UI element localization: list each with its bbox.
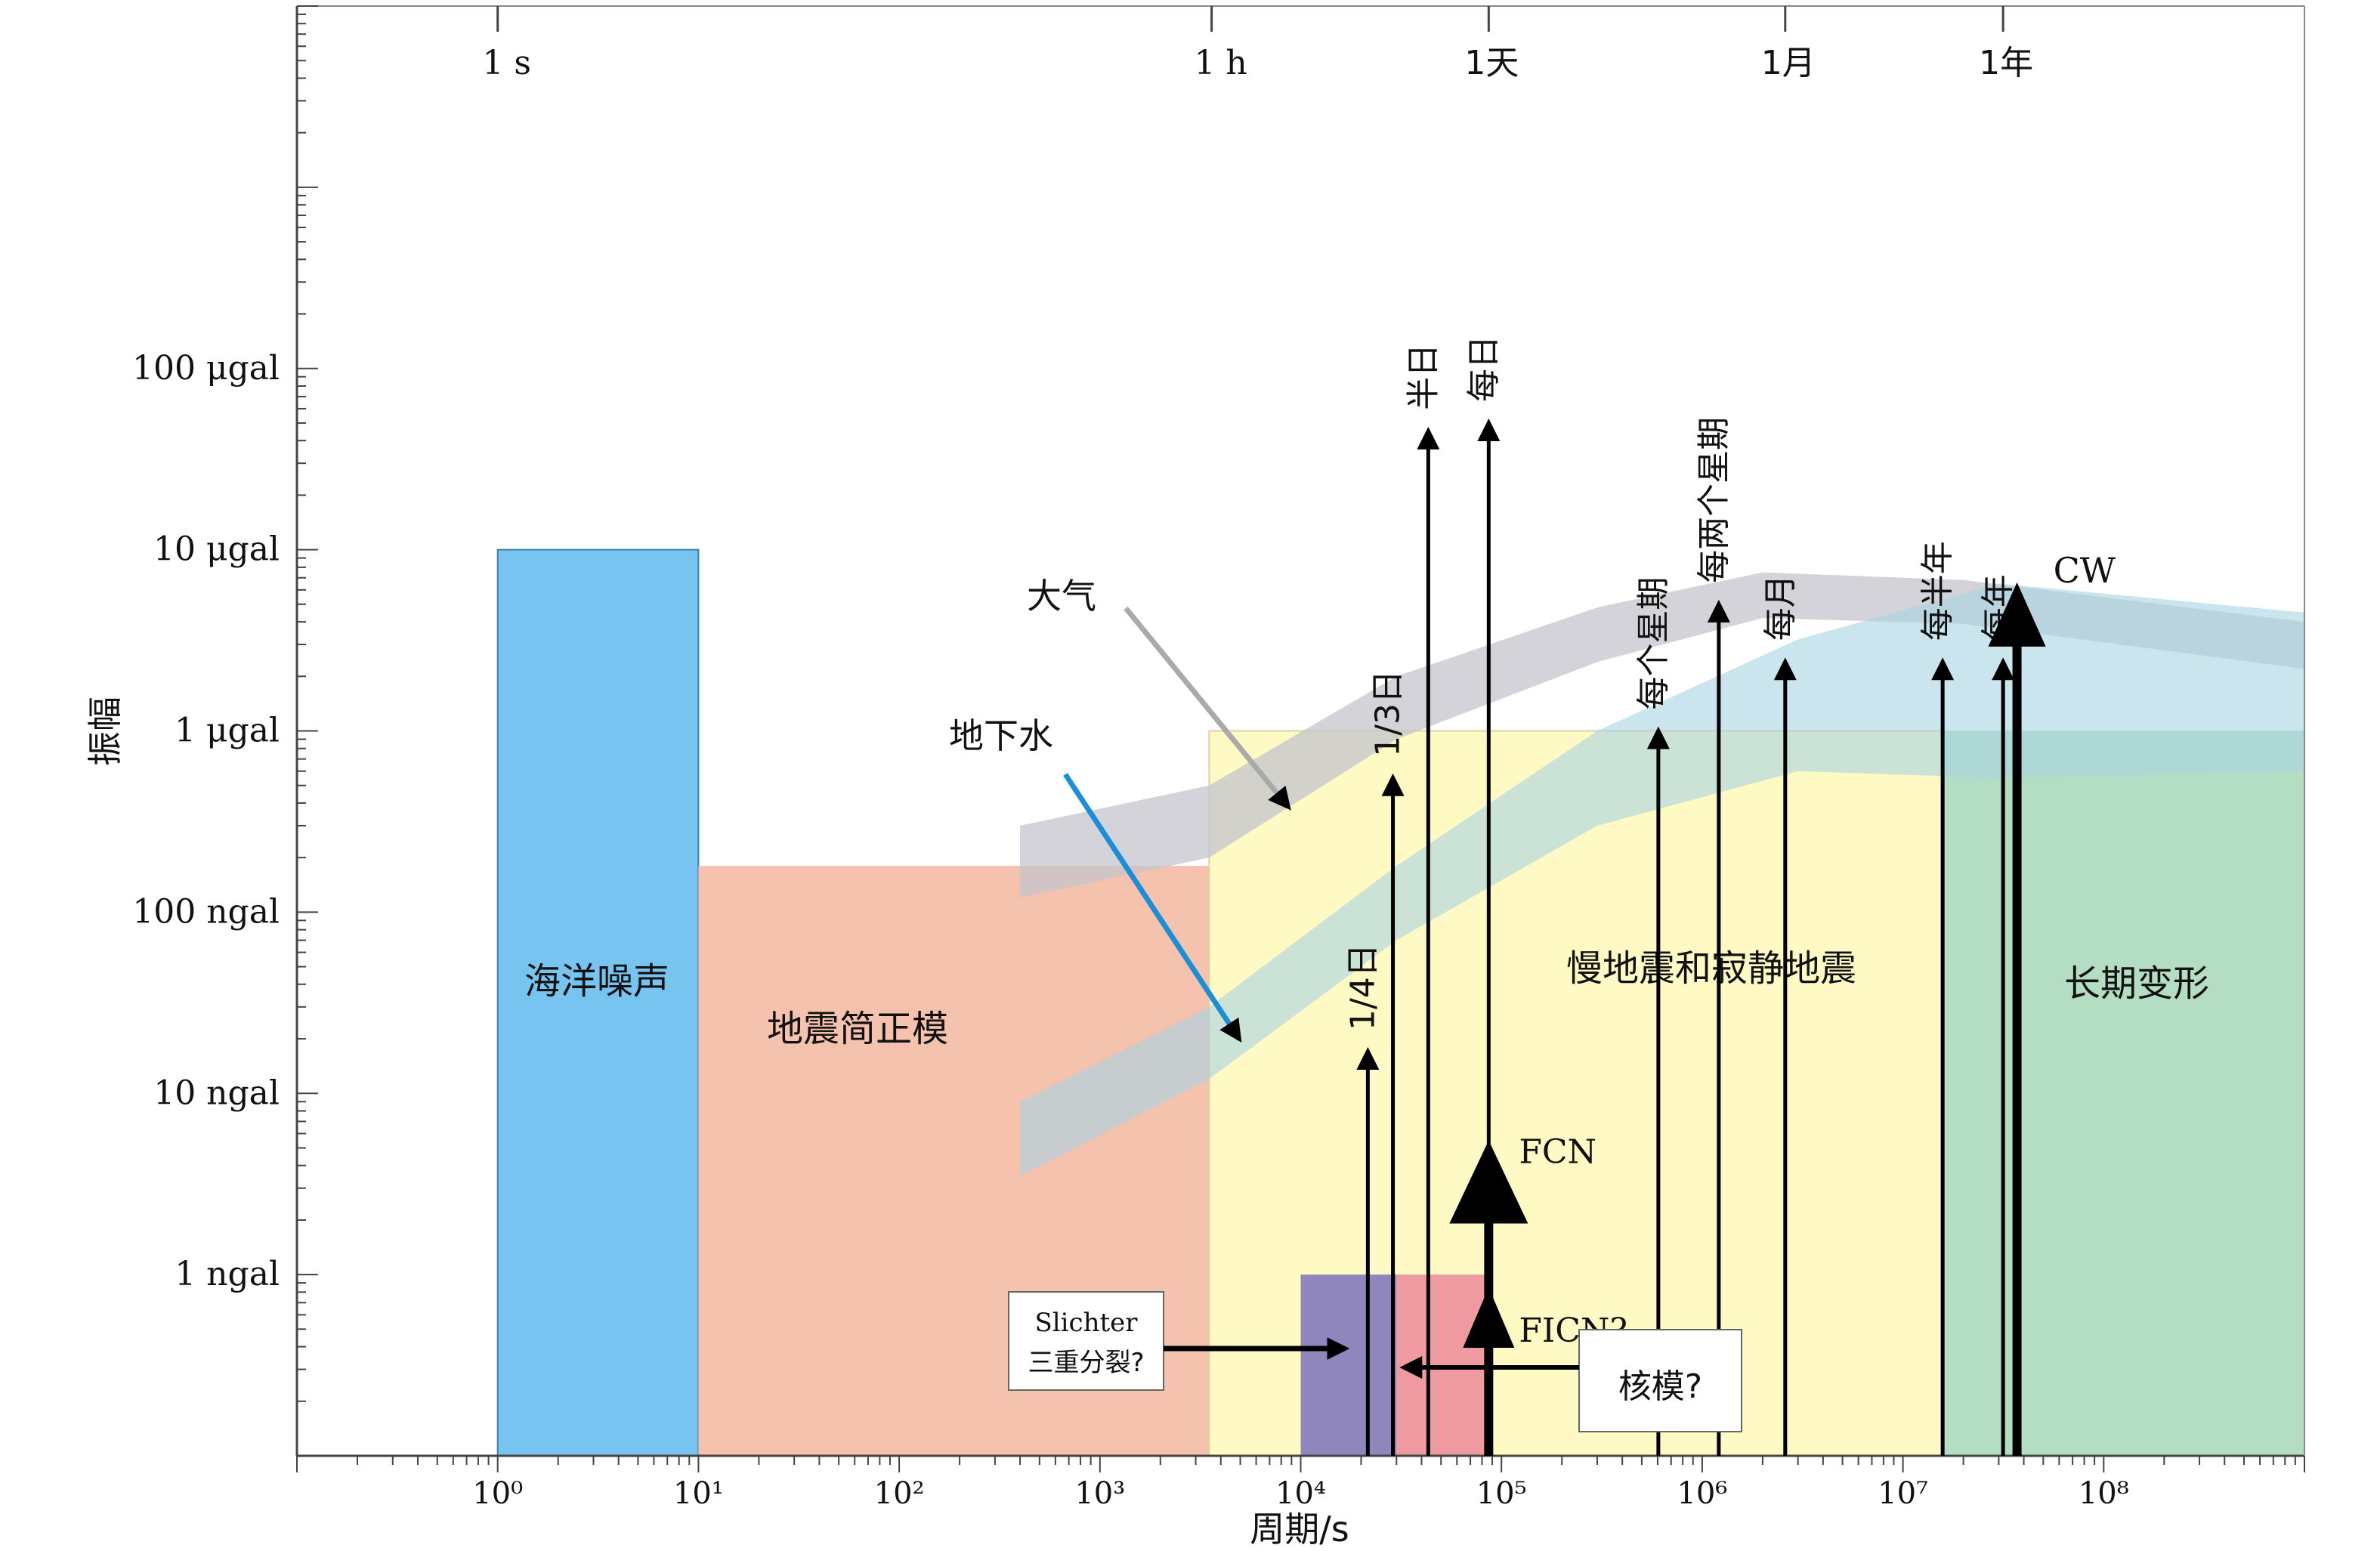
period-label: 每个星期 <box>1634 577 1673 710</box>
slichter-label: 三重分裂? <box>1028 1348 1144 1378</box>
region-label: 地震简正模 <box>767 1008 948 1050</box>
x-tick-label: 10¹ <box>673 1476 724 1511</box>
period-label: 每日 <box>1464 335 1503 402</box>
band-label-groundwater: 地下水 <box>949 715 1053 756</box>
region-label: 慢地震和寂静地震 <box>1566 947 1856 990</box>
y-axis-label: 振幅 <box>85 697 125 766</box>
period-label: CW <box>2054 550 2116 591</box>
heavy-arrowhead <box>1449 1140 1528 1224</box>
x-tick-label: 10⁰ <box>472 1476 523 1511</box>
x-tick-label: 10⁸ <box>2079 1476 2129 1511</box>
top-tick-label: 1年 <box>1979 44 2033 82</box>
heavy-arrowhead <box>1463 1287 1515 1349</box>
ticks: 10⁰ 10¹ 10² 10³ 10⁴ 10⁵ 10⁶ 10⁷ 10⁸ 1 s 1 h 1天 1月 1年 1… <box>132 5 2305 1511</box>
period-label: 每月 <box>1761 574 1800 641</box>
region-长期变形 <box>1943 731 2304 1456</box>
band-大气 <box>1020 572 2304 898</box>
y-tick-label: 1 μgal <box>175 712 280 750</box>
period-label: 1/3日 <box>1369 670 1408 757</box>
x-tick-label: 10² <box>874 1476 925 1511</box>
y-tick-label: 10 ngal <box>153 1074 280 1112</box>
x-tick-label: 10³ <box>1074 1476 1125 1511</box>
core-mode-box <box>1578 1329 1742 1432</box>
top-tick-label: 1月 <box>1761 44 1816 82</box>
cw-arrowhead <box>1988 582 2046 647</box>
x-axis-label: 周期/s <box>1250 1509 1349 1549</box>
top-tick-label: 1 s <box>482 44 531 82</box>
heavy-arrow-label: FCN <box>1519 1133 1596 1172</box>
axes <box>295 5 2305 1457</box>
top-tick-label: 1天 <box>1464 44 1519 82</box>
period-label: 每两个星期 <box>1695 417 1733 583</box>
y-tick-label: 100 μgal <box>132 349 280 388</box>
y-tick-label: 1 ngal <box>175 1255 280 1293</box>
slichter-label: Slichter <box>1034 1308 1138 1338</box>
x-tick-label: 10⁵ <box>1476 1476 1527 1511</box>
x-tick-label: 10⁷ <box>1878 1476 1928 1511</box>
slichter-box <box>1008 1291 1164 1391</box>
period-label: 半日 <box>1404 344 1442 410</box>
atmosphere-arrow <box>1124 606 1291 811</box>
x-tick-label: 10⁴ <box>1275 1476 1326 1511</box>
groundwater-arrow <box>1063 773 1242 1043</box>
period-label: 1/4日 <box>1343 944 1382 1030</box>
bands <box>1020 572 2304 1176</box>
region-label: 海洋噪声 <box>524 960 669 1003</box>
top-tick-label: 1 h <box>1194 44 1247 82</box>
core-mode-label: 核模? <box>1618 1367 1702 1406</box>
y-tick-label: 100 ngal <box>132 892 280 931</box>
band-地下水 <box>1020 583 2304 1176</box>
region-海洋噪声 <box>496 548 700 1457</box>
region-label: 长期变形 <box>2064 962 2209 1005</box>
y-tick-label: 10 μgal <box>153 530 280 569</box>
period-label: 每半年 <box>1918 541 1957 641</box>
band-label-atmosphere: 大气 <box>1027 576 1096 616</box>
x-tick-label: 10⁶ <box>1677 1476 1727 1511</box>
region-block <box>1300 1274 1397 1456</box>
